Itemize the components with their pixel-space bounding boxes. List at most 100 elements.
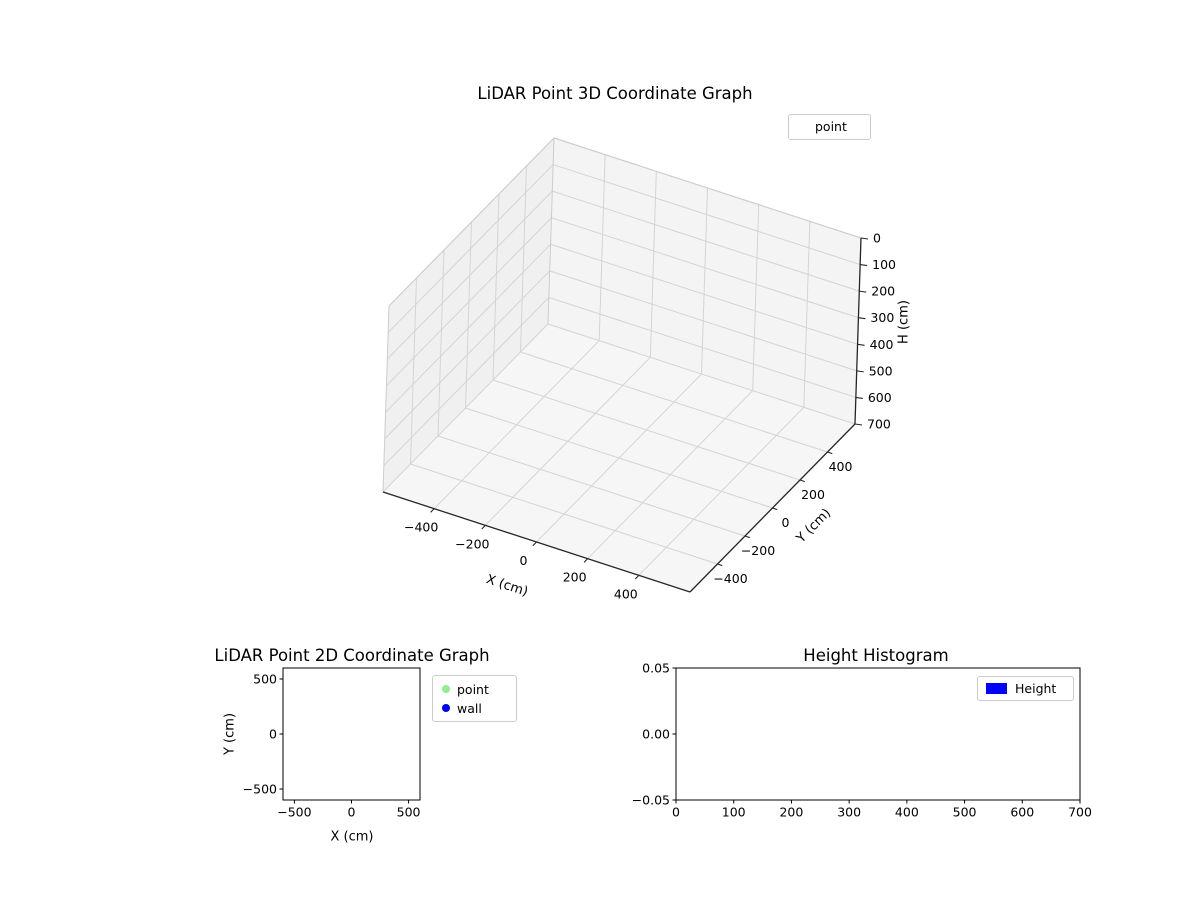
- grid-z-right: [550, 243, 858, 345]
- height-histogram-x-tick-label: 200: [779, 805, 803, 820]
- grid-x-wall: [701, 187, 708, 375]
- lidar-2d-x-tick-label: 500: [397, 805, 421, 820]
- plot2d-x-axis-label: X (cm): [330, 829, 374, 845]
- grid-y-floor: [437, 435, 746, 537]
- lidar-2d-y-tick-label: 500: [253, 672, 277, 687]
- y-tick: [827, 451, 833, 455]
- z-axis-spine: [854, 237, 862, 425]
- grid-y-floor: [520, 351, 828, 453]
- height-histogram-y-tick-label: −0.05: [632, 793, 670, 808]
- z-tick: [860, 264, 868, 267]
- grid-z-left: [386, 190, 553, 360]
- lidar-2d-x-tick-label: −500: [277, 805, 311, 820]
- y-tick-label: −200: [741, 543, 775, 558]
- x-tick: [583, 558, 589, 563]
- x-tick-label: −400: [404, 520, 438, 535]
- grid-y-wall: [437, 249, 445, 437]
- z-tick-label: 600: [868, 390, 892, 405]
- grid-y-floor: [465, 407, 773, 509]
- z-tick-label: 400: [870, 337, 894, 352]
- x-tick: [481, 524, 486, 530]
- wall-marker-icon: [442, 704, 450, 712]
- y-tick-label: −400: [713, 571, 747, 586]
- grid-y-floor: [410, 463, 718, 565]
- height-histogram-x-tick-label: 0: [672, 805, 680, 820]
- box-edge: [382, 305, 390, 493]
- x-tick: [634, 574, 640, 580]
- grid-z-left: [386, 217, 552, 387]
- plot2d-legend: point wall: [432, 675, 517, 722]
- histogram-legend: Height: [977, 676, 1074, 701]
- grid-x-wall: [803, 221, 811, 408]
- grid-y-wall: [410, 277, 417, 465]
- grid-z-left: [384, 270, 551, 440]
- plot2d-legend-label-point: point: [457, 681, 489, 697]
- box-edge: [547, 137, 555, 325]
- grid-y-wall: [492, 193, 500, 381]
- x-tick-label: 400: [614, 586, 638, 601]
- grid-z-left: [385, 243, 551, 413]
- plot2d-title: LiDAR Point 2D Coordinate Graph: [214, 646, 490, 665]
- lidar-2d-axes-box: [282, 667, 421, 801]
- x-tick-label: 0: [520, 553, 528, 568]
- grid-x-wall: [752, 204, 760, 391]
- height-histogram-x-tick-label: 100: [722, 805, 746, 820]
- plot2d-legend-item-point: point: [442, 681, 507, 697]
- grid-x-wall: [649, 171, 657, 358]
- grid-y-floor: [492, 379, 801, 481]
- y-tick-label: 200: [801, 487, 825, 502]
- plot3d-z-axis-label: H (cm): [896, 300, 912, 344]
- z-tick-label: 200: [871, 284, 895, 299]
- y-tick: [717, 563, 723, 567]
- grid-z-right: [551, 217, 859, 319]
- plot2d-legend-label-wall: wall: [457, 700, 482, 716]
- plot3d-legend: point: [788, 114, 871, 140]
- height-histogram-x-tick-label: 700: [1068, 805, 1092, 820]
- plot2d-legend-item-wall: wall: [442, 700, 507, 716]
- grid-z-left: [383, 297, 550, 466]
- grid-x-wall: [598, 154, 606, 341]
- z-tick-label: 100: [872, 257, 896, 272]
- plot2d-y-axis-label: Y (cm): [222, 712, 238, 756]
- y-tick-label: 400: [829, 459, 853, 474]
- plot3d-title: LiDAR Point 3D Coordinate Graph: [477, 84, 753, 103]
- z-tick-label: 300: [870, 310, 894, 325]
- y-tick: [799, 479, 805, 483]
- x-tick-label: 200: [563, 570, 587, 585]
- height-histogram-x-tick-label: 600: [1010, 805, 1034, 820]
- grid-z-left: [382, 323, 549, 493]
- grid-z-right: [548, 296, 857, 398]
- grid-z-right: [549, 270, 857, 372]
- x-tick: [430, 508, 435, 513]
- x-tick: [532, 541, 537, 547]
- height-swatch-icon: [986, 683, 1007, 694]
- grid-y-wall: [520, 165, 527, 353]
- grid-z-left: [387, 164, 554, 333]
- histogram-legend-label: Height: [1015, 681, 1057, 696]
- z-tick: [854, 423, 863, 426]
- z-tick: [858, 317, 866, 320]
- z-tick: [859, 290, 867, 293]
- grid-z-right: [552, 190, 860, 292]
- height-histogram-y-tick-label: 0.05: [642, 661, 670, 676]
- z-tick-label: 700: [867, 417, 891, 432]
- point-marker-icon: [442, 685, 450, 693]
- height-histogram-x-tick-label: 500: [953, 805, 977, 820]
- lidar-2d-y-tick-label: −500: [243, 782, 277, 797]
- grid-z-right: [547, 323, 856, 425]
- y-tick: [744, 535, 750, 539]
- plot3d-legend-label: point: [815, 119, 847, 134]
- z-tick: [856, 370, 864, 373]
- y-tick: [772, 507, 778, 511]
- y-tick-label: 0: [782, 515, 790, 530]
- height-histogram-x-tick-label: 400: [895, 805, 919, 820]
- height-histogram-y-tick-label: 0.00: [642, 727, 670, 742]
- box-edge: [388, 137, 555, 307]
- height-histogram-x-tick-label: 300: [837, 805, 861, 820]
- lidar-2d-y-tick-label: 0: [269, 727, 277, 742]
- histogram-title: Height Histogram: [803, 646, 949, 665]
- grid-y-wall: [465, 221, 472, 409]
- z-tick-label: 0: [873, 231, 881, 246]
